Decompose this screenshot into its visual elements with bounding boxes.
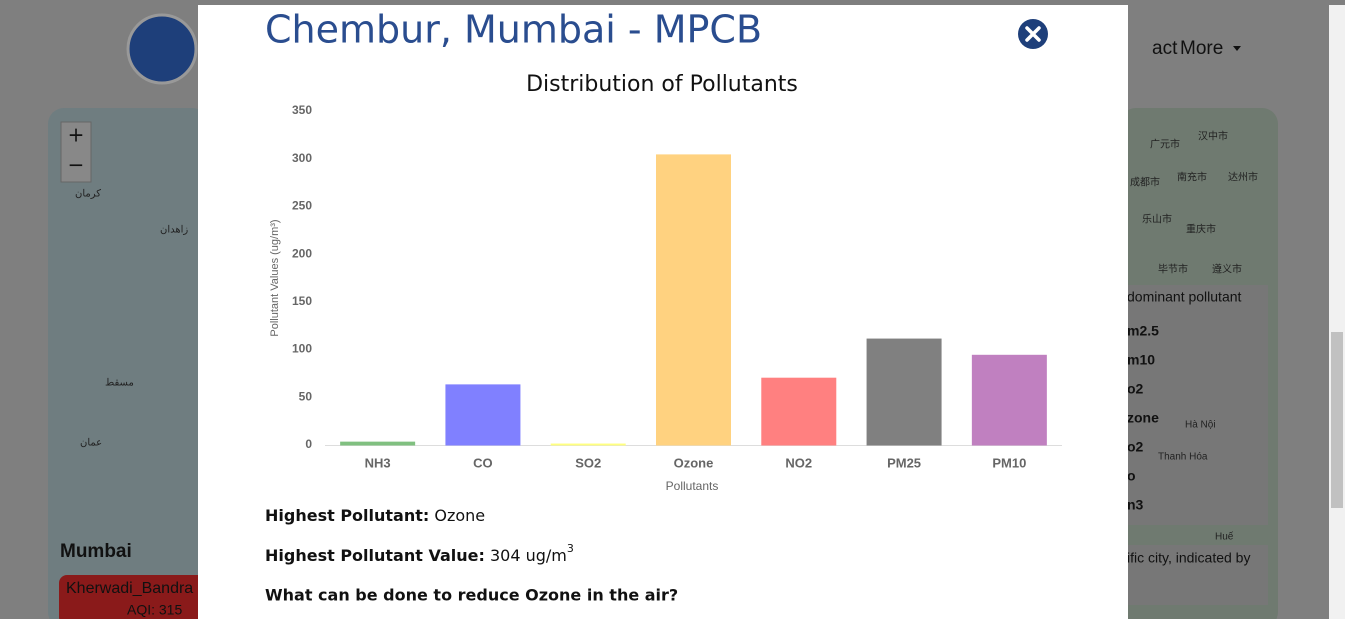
y-tick-label: 350 bbox=[292, 103, 312, 117]
modal-title: Chembur, Mumbai - MPCB bbox=[265, 8, 762, 52]
map-label: 乐山市 bbox=[1142, 213, 1172, 226]
legend-item: m2.5 bbox=[1127, 323, 1159, 339]
city-name: Mumbai bbox=[60, 541, 132, 562]
legend-item: m10 bbox=[1127, 352, 1155, 368]
map-left[interactable] bbox=[48, 108, 208, 623]
zoom-in[interactable]: + bbox=[68, 123, 85, 147]
y-tick-label: 200 bbox=[292, 246, 312, 260]
map-label: مسقط bbox=[105, 378, 134, 389]
map-label: زاهدان bbox=[160, 225, 188, 236]
scrollbar[interactable] bbox=[1329, 5, 1345, 619]
bar bbox=[761, 377, 837, 446]
x-tick-label: NH3 bbox=[365, 455, 391, 470]
x-tick-label: PM25 bbox=[887, 455, 921, 470]
map-label: 南充市 bbox=[1177, 171, 1207, 184]
bar bbox=[550, 443, 626, 446]
bar bbox=[866, 338, 942, 446]
y-tick-label: 250 bbox=[292, 199, 312, 213]
logo[interactable] bbox=[126, 13, 198, 85]
map-label: كرمان bbox=[75, 189, 101, 200]
note: ific city, indicated by bbox=[1127, 550, 1250, 566]
y-tick-label: 0 bbox=[305, 437, 312, 451]
legend-item: zone bbox=[1127, 410, 1159, 426]
highest-pollutant: Highest Pollutant: Ozone bbox=[265, 506, 485, 525]
station-card[interactable] bbox=[59, 575, 209, 623]
bar bbox=[656, 154, 731, 446]
nav-link[interactable]: More bbox=[1180, 38, 1223, 59]
y-tick-label: 150 bbox=[292, 294, 312, 308]
map-label: 重庆市 bbox=[1186, 223, 1216, 236]
nav-link[interactable]: act bbox=[1152, 38, 1178, 59]
scroll-thumb[interactable] bbox=[1331, 332, 1343, 508]
y-tick-label: 300 bbox=[292, 151, 312, 165]
legend-item: dominant pollutant bbox=[1127, 289, 1242, 305]
note-panel bbox=[1120, 545, 1268, 605]
y-tick-label: 100 bbox=[292, 342, 312, 356]
legend-item: n3 bbox=[1127, 497, 1144, 513]
station-aqi: AQI: 315 bbox=[127, 602, 182, 618]
value: 304 ug/m bbox=[490, 546, 567, 565]
y-axis-label: Pollutant Values (ug/m³) bbox=[269, 219, 281, 336]
question: What can be done to reduce Ozone in the … bbox=[265, 586, 678, 605]
station-name: Kherwadi_Bandra bbox=[66, 580, 193, 597]
zoom-control[interactable] bbox=[60, 121, 92, 183]
highest-value: Highest Pollutant Value: 304 ug/m3 bbox=[265, 542, 574, 565]
chart-title: Distribution of Pollutants bbox=[526, 72, 798, 97]
x-tick-label: NO2 bbox=[785, 455, 812, 470]
map-label: 汉中市 bbox=[1198, 130, 1228, 143]
map-label: 广元市 bbox=[1150, 138, 1180, 151]
legend-panel bbox=[1120, 285, 1268, 525]
map-label: 毕节市 bbox=[1158, 263, 1188, 276]
bar bbox=[445, 384, 521, 446]
map-label: Hà Nội bbox=[1185, 420, 1216, 431]
close-icon bbox=[1025, 26, 1041, 42]
superscript: 3 bbox=[567, 542, 574, 555]
legend-item: o2 bbox=[1127, 381, 1144, 397]
bar bbox=[340, 441, 416, 446]
map-label: 遵义市 bbox=[1212, 263, 1242, 276]
x-axis-label: Pollutants bbox=[666, 479, 719, 493]
x-tick-label: SO2 bbox=[575, 455, 601, 470]
x-tick-label: PM10 bbox=[992, 455, 1026, 470]
value: Ozone bbox=[434, 506, 485, 525]
map-label: Thanh Hóa bbox=[1158, 452, 1208, 463]
legend-item: o bbox=[1127, 468, 1136, 484]
map-label: 成都市 bbox=[1130, 176, 1160, 189]
map-label: 达州市 bbox=[1228, 171, 1258, 184]
bar bbox=[971, 354, 1047, 446]
y-tick-label: 50 bbox=[299, 389, 313, 403]
map-label: Huế bbox=[1215, 531, 1234, 543]
caret bbox=[1233, 46, 1241, 51]
zoom-out[interactable]: − bbox=[68, 153, 85, 177]
x-tick-label: CO bbox=[473, 455, 493, 470]
map-label: عمان bbox=[80, 438, 102, 449]
label: Highest Pollutant Value: bbox=[265, 546, 485, 565]
label: Highest Pollutant: bbox=[265, 506, 429, 525]
legend-item: o2 bbox=[1127, 439, 1144, 455]
x-tick-label: Ozone bbox=[674, 455, 714, 470]
